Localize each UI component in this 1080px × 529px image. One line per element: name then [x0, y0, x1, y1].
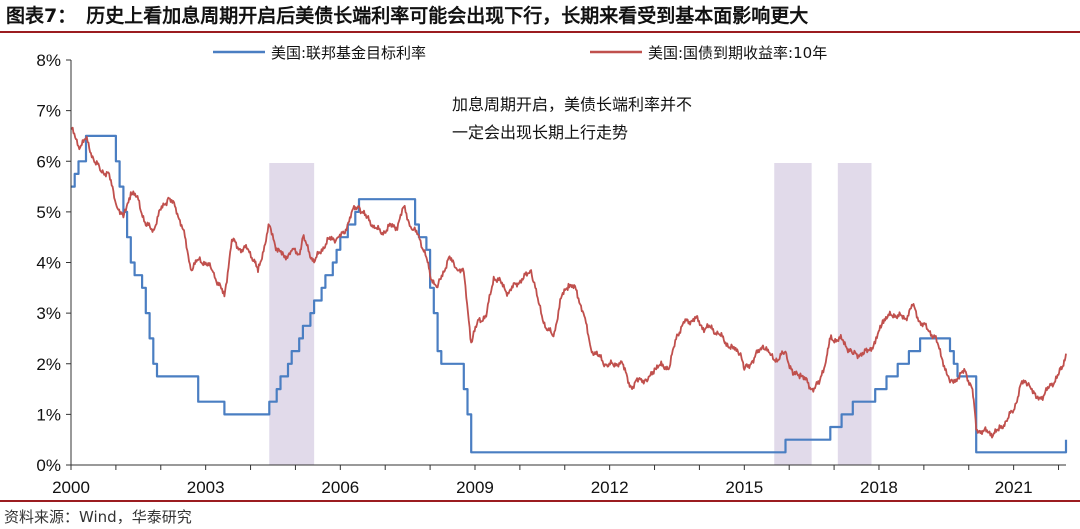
- shaded-periods: [269, 163, 872, 465]
- y-tick-label-7: 7%: [36, 102, 61, 121]
- chart-title: 图表7： 历史上看加息周期开启后美债长端利率可能会出现下行，长期来看受到基本面影响…: [6, 2, 808, 30]
- axes: 0% 1% 2% 3% 4% 5% 6% 7% 8% 2000 2003 2006 2009 2012 20…: [36, 51, 1066, 497]
- x-tick-label-6: 2018: [860, 478, 898, 497]
- x-tick-label-2: 2006: [321, 478, 359, 497]
- source-note: 资料来源：Wind，华泰研究: [4, 508, 192, 526]
- series-lines: [70, 126, 1068, 454]
- shaded-period-2: [774, 163, 812, 465]
- figure-title-text: 历史上看加息周期开启后美债长端利率可能会出现下行，长期来看受到基本面影响更大: [86, 5, 809, 27]
- shaded-period-3: [837, 163, 872, 465]
- x-tick-label-7: 2021: [995, 478, 1033, 497]
- figure-number: 图表7：: [6, 5, 77, 27]
- legend-label-2: 美国:国债到期收益率:10年: [648, 44, 827, 62]
- y-tick-label-1: 1%: [36, 405, 61, 424]
- fed-funds-line: [71, 134, 1068, 454]
- source-rule: [0, 500, 1080, 502]
- y-tick-label-5: 5%: [36, 203, 61, 222]
- y-tick-label-8: 8%: [36, 51, 61, 70]
- x-tick-label-4: 2012: [591, 478, 629, 497]
- x-tick-label-3: 2009: [456, 478, 494, 497]
- x-tick-label-1: 2003: [187, 478, 225, 497]
- annotation-line-1: 加息周期开启，美债长端利率并不: [452, 95, 692, 114]
- legend: 美国:联邦基金目标利率 美国:国债到期收益率:10年: [213, 44, 827, 62]
- y-tick-label-4: 4%: [36, 254, 61, 273]
- y-tick-label-3: 3%: [36, 304, 61, 323]
- y-tick-label-2: 2%: [36, 355, 61, 374]
- y-tick-label-6: 6%: [36, 152, 61, 171]
- y-tick-label-0: 0%: [36, 456, 61, 475]
- title-rule: [0, 31, 1080, 33]
- legend-label-1: 美国:联邦基金目标利率: [271, 44, 426, 62]
- treasury-10y-line: [70, 126, 1067, 439]
- x-tick-label-5: 2015: [725, 478, 763, 497]
- x-tick-label-0: 2000: [52, 478, 90, 497]
- annotation-line-2: 一定会出现长期上行走势: [452, 123, 628, 142]
- shaded-period-1: [269, 163, 315, 465]
